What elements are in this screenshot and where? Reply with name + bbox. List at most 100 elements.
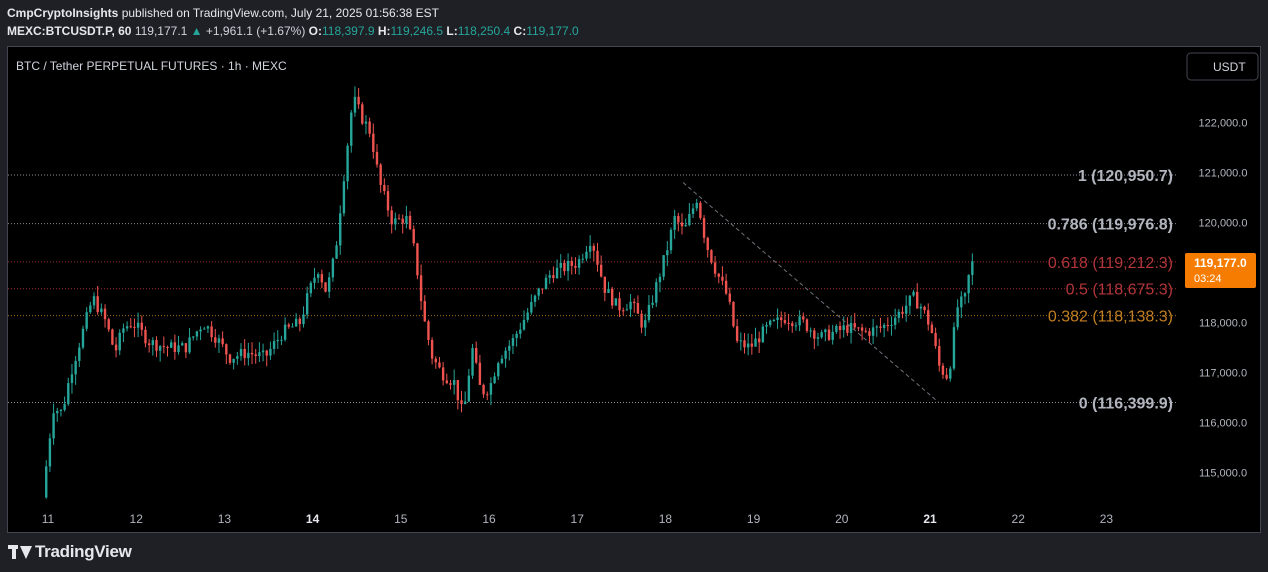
candle-body xyxy=(397,218,401,220)
candle-body xyxy=(868,331,871,336)
candle-body xyxy=(746,343,750,348)
candle-body xyxy=(724,280,728,294)
candle-body xyxy=(596,250,599,265)
low-label: L: xyxy=(446,24,458,38)
candle-body xyxy=(298,318,302,325)
currency-button[interactable]: USDT xyxy=(1186,52,1259,81)
change-arrow-icon: ▲ xyxy=(190,24,203,38)
candle-body xyxy=(408,215,412,230)
candle-body xyxy=(813,330,816,339)
candle-body xyxy=(280,339,283,341)
candle-body xyxy=(350,112,353,146)
candle-body xyxy=(122,328,125,333)
candle-body xyxy=(533,295,537,302)
candle-body xyxy=(566,260,570,272)
candle-body xyxy=(732,301,735,327)
candle-body xyxy=(912,291,915,296)
publish-text: published on TradingView.com, July 21, 2… xyxy=(121,6,440,20)
candle-body xyxy=(368,121,371,134)
y-tick-label: 120,000.0 xyxy=(1199,218,1248,230)
candle-body xyxy=(500,358,504,364)
candle-body xyxy=(504,350,507,359)
symbol-label: MEXC:BTCUSDT.P, 60 xyxy=(7,24,132,38)
candle-body xyxy=(59,409,63,411)
candle-body xyxy=(276,339,279,342)
candle-body xyxy=(776,317,779,321)
candle-body xyxy=(291,326,294,328)
x-tick-label: 19 xyxy=(747,512,761,526)
candle-body xyxy=(835,326,838,332)
candle-body xyxy=(372,133,375,152)
candle-body xyxy=(853,323,856,328)
candle-body xyxy=(166,346,169,348)
candle-body xyxy=(871,327,875,336)
candle-body xyxy=(118,332,121,351)
candle-body xyxy=(916,291,919,309)
candle-body xyxy=(522,319,526,330)
candle-body xyxy=(710,249,713,263)
candle-body xyxy=(655,282,658,303)
candle-body xyxy=(199,329,202,332)
candle-body xyxy=(967,274,970,294)
candle-body xyxy=(934,332,937,347)
y-tick-label: 118,000.0 xyxy=(1199,318,1247,330)
chart-title: BTC / Tether PERPETUAL FUTURES · 1h · ME… xyxy=(16,59,287,73)
fib-level-label: 0.786 (119,976.8) xyxy=(1048,217,1173,234)
candle-body xyxy=(243,348,246,359)
y-tick-label: 116,000.0 xyxy=(1199,418,1247,430)
candle-body xyxy=(570,260,573,266)
chart-panel[interactable] xyxy=(7,46,1261,533)
last-price: 119,177.1 xyxy=(134,24,188,38)
candle-body xyxy=(791,323,794,326)
candle-body xyxy=(952,327,956,369)
candle-body xyxy=(552,275,555,279)
candle-body xyxy=(890,324,893,326)
candle-body xyxy=(449,383,452,385)
candle-body xyxy=(794,325,798,327)
candle-body xyxy=(107,319,110,330)
last-price-tag: 119,177.0 03:24 xyxy=(1185,253,1256,288)
price-tag-value: 119,177.0 xyxy=(1194,256,1247,270)
candle-body xyxy=(666,250,669,256)
candle-body xyxy=(184,343,188,353)
candle-body xyxy=(802,316,805,320)
candle-body xyxy=(963,293,967,297)
candle-body xyxy=(824,329,827,333)
candle-body xyxy=(103,308,107,320)
candle-body xyxy=(798,316,801,326)
candle-body xyxy=(339,213,342,246)
candle-body xyxy=(971,261,974,275)
candle-body xyxy=(919,306,923,309)
candle-body xyxy=(537,288,540,296)
candle-body xyxy=(475,348,478,363)
candle-body xyxy=(677,216,680,223)
candle-body xyxy=(445,380,449,384)
candle-body xyxy=(302,314,305,325)
candle-body xyxy=(169,342,173,348)
candle-body xyxy=(772,320,776,322)
candle-body xyxy=(875,326,878,328)
x-tick-label: 21 xyxy=(923,512,937,526)
candle-body xyxy=(419,275,423,302)
candle-body xyxy=(478,362,482,385)
x-tick-label: 11 xyxy=(42,512,55,526)
candle-body xyxy=(177,345,180,352)
candle-body xyxy=(923,306,926,311)
candle-body xyxy=(820,332,823,338)
candle-body xyxy=(673,216,676,230)
candle-body xyxy=(662,255,665,277)
candle-body xyxy=(574,265,577,268)
candle-body xyxy=(541,288,544,290)
close-value: 119,177.0 xyxy=(526,24,579,38)
candle-body xyxy=(401,218,404,224)
author-name[interactable]: CmpCryptoInsights xyxy=(7,6,119,20)
candle-body xyxy=(147,343,151,346)
candle-body xyxy=(530,301,533,313)
tradingview-logo[interactable]: TradingView xyxy=(8,542,132,562)
candle-body xyxy=(493,376,496,384)
candle-body xyxy=(225,344,228,355)
candle-body xyxy=(743,340,746,348)
candle-body xyxy=(144,329,147,344)
candle-body xyxy=(647,304,651,321)
